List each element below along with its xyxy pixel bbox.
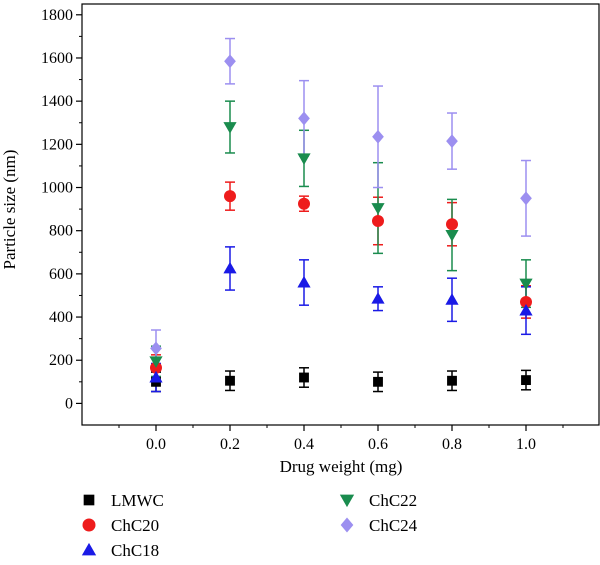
- y-tick-label: 800: [49, 223, 73, 240]
- legend-marker-chc18: [81, 542, 97, 556]
- chc18-data-point: [149, 370, 163, 383]
- chc22-data-point: [297, 153, 311, 165]
- y-tick-label: 600: [49, 266, 73, 283]
- x-axis-title: Drug weight (mg): [280, 457, 403, 476]
- x-tick-label: 0.6: [368, 436, 388, 453]
- chc24-data-point: [298, 111, 310, 126]
- lmwc-data-point: [447, 375, 457, 386]
- chc18-data-point: [519, 303, 533, 316]
- chc22-data-point: [519, 278, 533, 291]
- x-tick-label: 0.2: [220, 436, 240, 453]
- chc20-data-point: [224, 190, 236, 203]
- y-tick-label: 1600: [41, 50, 73, 67]
- chc20-data-point: [520, 295, 532, 308]
- y-tick-label: 1200: [41, 136, 73, 153]
- y-tick-label: 1000: [41, 180, 73, 197]
- chc20-data-point: [372, 214, 384, 227]
- legend-item-chc18: ChC18: [81, 541, 159, 560]
- x-tick-label: 0.0: [146, 436, 166, 453]
- chc24-data-point: [446, 134, 458, 148]
- chc22-data-point: [223, 122, 237, 134]
- chc18-data-point: [371, 292, 385, 304]
- legend: LMWC ChC20 ChC18 ChC22 ChC24: [81, 491, 418, 560]
- y-tick-label: 400: [49, 309, 73, 326]
- x-tick-label: 1.0: [516, 436, 536, 453]
- chc22-data-point: [149, 356, 163, 368]
- y-tick-label: 0: [65, 395, 73, 412]
- chc24-data-point: [520, 191, 532, 206]
- legend-marker-lmwc: [83, 494, 95, 506]
- chc24-data-point: [372, 129, 384, 144]
- legend-item-chc20: ChC20: [82, 516, 159, 535]
- lmwc-data-point: [373, 376, 383, 387]
- chc20-data-point: [446, 218, 458, 231]
- x-tick-label: 0.4: [294, 436, 314, 453]
- chc20-data-point: [298, 197, 310, 210]
- legend-item-chc24: ChC24: [340, 516, 418, 535]
- legend-label-lmwc: LMWC: [111, 491, 164, 510]
- chc24-data-point: [150, 341, 162, 356]
- legend-marker-chc22: [339, 494, 355, 508]
- chc22-data-point: [371, 203, 385, 215]
- y-tick-label: 1400: [41, 93, 73, 110]
- lmwc-data-point: [299, 372, 309, 383]
- y-tick-label: 1800: [41, 7, 73, 24]
- chc18-data-point: [445, 293, 459, 305]
- legend-label-chc22: ChC22: [369, 491, 417, 510]
- legend-label-chc20: ChC20: [111, 516, 159, 535]
- y-tick-label: 200: [49, 352, 73, 369]
- legend-item-lmwc: LMWC: [83, 491, 164, 510]
- chc24-data-point: [224, 54, 236, 69]
- chc18-data-point: [297, 275, 311, 288]
- legend-marker-chc24: [340, 517, 354, 533]
- lmwc-data-point: [225, 375, 235, 386]
- legend-item-chc22: ChC22: [339, 491, 417, 510]
- legend-label-chc24: ChC24: [369, 516, 418, 535]
- chc18-data-point: [223, 261, 237, 274]
- error-bars: [151, 37, 531, 393]
- legend-marker-chc20: [82, 518, 96, 532]
- plot-frame: [81, 3, 600, 426]
- data-markers: [149, 54, 533, 387]
- lmwc-data-point: [521, 375, 531, 386]
- x-tick-label: 0.8: [442, 436, 462, 453]
- legend-label-chc18: ChC18: [111, 541, 159, 560]
- axis-ticks: 0.0 0.2 0.4 0.6 0.8 1.0 0 200 400 600 800 1000 1200 1…: [41, 7, 564, 453]
- y-axis-title: Particle size (nm): [0, 150, 19, 270]
- chc22-data-point: [445, 230, 459, 242]
- plot-area-border: [81, 3, 600, 426]
